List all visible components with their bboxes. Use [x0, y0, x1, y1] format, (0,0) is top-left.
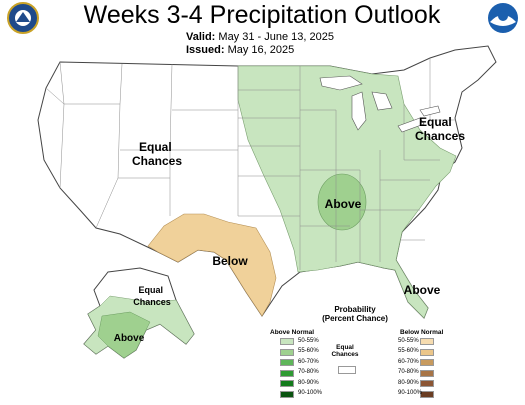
state-borders [45, 58, 456, 270]
issued-value: May 16, 2025 [227, 44, 295, 56]
legend-above-range-label: 60-70% [298, 358, 319, 365]
legend-title-line1: Probability [334, 305, 376, 314]
below-normal-region [147, 213, 277, 317]
legend-above-range-label: 90-100% [298, 390, 323, 396]
legend-below-swatch [420, 369, 434, 377]
west-equal-chances-label: Equal Chances [132, 140, 182, 168]
legend-above-swatch [280, 369, 294, 377]
legend-above-range-label: 50-55% [298, 337, 319, 344]
valid-value: May 31 - June 13, 2025 [218, 31, 334, 43]
ohio-valley-above-label: Above [325, 197, 362, 211]
legend-below-range-label: 60-70% [398, 358, 419, 365]
great-lakes [319, 75, 441, 133]
legend-below-swatch [420, 359, 434, 366]
alaska-above-label: Above [114, 333, 145, 344]
legend-below-range-label: 55-60% [398, 348, 419, 354]
valid-dates: Valid: May 31 - June 13, 2025 [186, 31, 334, 43]
legend-below-range-label: 70-80% [398, 369, 419, 375]
legend-equal-title-line2: Chances [331, 351, 359, 358]
above-normal-55-60-region [317, 173, 367, 231]
legend-above-swatch [280, 359, 294, 366]
legend-below-swatch [420, 338, 434, 345]
legend-above-swatch [280, 348, 294, 356]
legend-above-swatch [280, 390, 294, 398]
legend-equal-title-line1: Equal [336, 344, 354, 351]
legend-above-range-label: 70-80% [298, 369, 319, 375]
legend-below-swatch [420, 390, 434, 398]
legend-above-range-label: 80-90% [298, 379, 319, 386]
valid-label: Valid: [186, 31, 216, 43]
legend-above-range-label: 55-60% [298, 348, 319, 354]
legend-below-swatch [420, 380, 434, 387]
issued-label: Issued: [186, 44, 225, 56]
legend-below-title: Below Normal [400, 329, 444, 336]
southeast-above-label: Above [404, 283, 441, 297]
legend-equal-title: Equal Chances [328, 344, 362, 358]
legend-below-range-label: 90-100% [398, 390, 423, 396]
legend-title: Probability (Percent Chance) [300, 305, 410, 323]
page-title: Weeks 3-4 Precipitation Outlook [83, 1, 441, 29]
alaska-equal-chances-label: Equal Chances [133, 285, 171, 307]
commerce-seal-icon [7, 2, 39, 34]
legend-above-swatch [280, 380, 294, 387]
issued-date: Issued: May 16, 2025 [186, 44, 294, 56]
legend-above-title: Above Normal [270, 329, 315, 336]
alaska-above-medium-region [97, 311, 151, 359]
legend-above-swatch [280, 338, 294, 345]
legend-below-range-label: 80-90% [398, 379, 419, 386]
southwest-below-label: Below [212, 254, 248, 268]
legend-title-line2: (Percent Chance) [322, 314, 388, 323]
legend-equal-swatch [338, 366, 356, 374]
northeast-equal-chances-label: Equal Chances [415, 115, 465, 143]
noaa-logo-icon [488, 3, 518, 33]
legend-below-swatch [420, 348, 434, 356]
legend-below-range-label: 50-55% [398, 337, 419, 344]
